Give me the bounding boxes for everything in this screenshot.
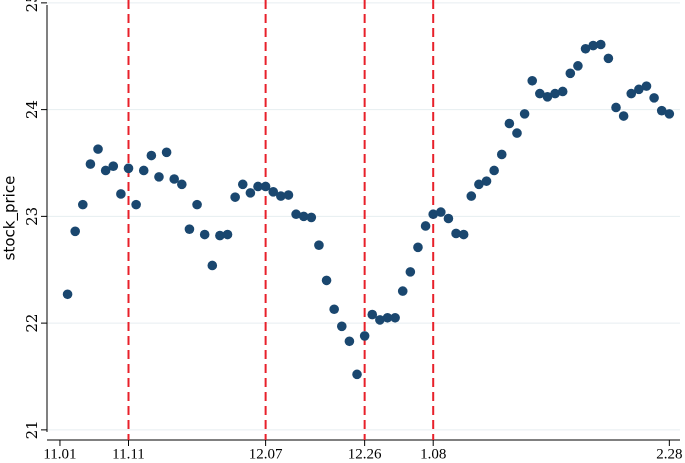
point	[634, 84, 644, 95]
point	[253, 181, 263, 192]
point	[611, 102, 621, 113]
point	[496, 149, 507, 160]
x-tick-label: 2.28	[656, 446, 682, 462]
point	[481, 176, 492, 186]
point	[595, 39, 606, 50]
point	[199, 229, 210, 240]
point	[397, 286, 408, 296]
point	[237, 179, 248, 190]
point	[314, 240, 324, 250]
point	[375, 315, 385, 325]
point	[85, 159, 96, 169]
point	[100, 165, 111, 176]
point	[649, 93, 659, 103]
point	[420, 221, 431, 231]
point	[154, 172, 164, 182]
point	[268, 187, 279, 197]
point	[443, 213, 454, 224]
x-tick-label: 1.08	[420, 446, 446, 462]
point	[70, 226, 80, 237]
point	[131, 199, 141, 210]
point	[344, 336, 355, 347]
point	[489, 165, 499, 176]
point	[283, 190, 294, 200]
point	[527, 75, 538, 86]
point	[207, 260, 218, 271]
y-tick-label: 22	[23, 314, 41, 333]
point	[169, 174, 180, 184]
point	[580, 43, 591, 54]
point	[542, 92, 553, 102]
point	[146, 150, 157, 161]
point	[390, 312, 400, 323]
point	[641, 81, 652, 91]
point	[276, 191, 286, 201]
point	[93, 144, 103, 154]
point	[458, 229, 469, 240]
x-tick-label: 11.01	[43, 446, 76, 462]
point	[321, 275, 332, 286]
y-tick-label: 23	[23, 207, 41, 226]
point	[245, 188, 256, 198]
point	[557, 86, 568, 97]
point	[504, 118, 515, 129]
point	[123, 163, 134, 174]
point	[306, 212, 317, 223]
y-tick-label: 24	[23, 100, 41, 119]
point	[62, 289, 73, 300]
point	[215, 230, 225, 241]
y-axis-label: stock_price	[1, 176, 20, 261]
point	[116, 189, 126, 199]
x-tick-label: 12.26	[348, 446, 382, 462]
point	[535, 88, 545, 99]
point	[329, 304, 339, 315]
point	[382, 312, 393, 323]
point	[108, 161, 119, 171]
point	[359, 331, 370, 341]
point	[436, 207, 446, 217]
point	[336, 321, 347, 332]
point	[367, 309, 378, 320]
point	[603, 53, 614, 64]
x-tick-label: 12.07	[249, 446, 283, 462]
point	[519, 109, 530, 119]
point	[230, 192, 240, 202]
point	[626, 88, 637, 99]
point	[352, 369, 362, 380]
point	[565, 68, 576, 79]
point	[573, 61, 583, 71]
point	[413, 242, 423, 253]
point	[428, 209, 438, 220]
point	[291, 209, 301, 220]
point	[664, 109, 675, 119]
point	[298, 211, 309, 222]
point	[192, 199, 202, 210]
point	[177, 179, 187, 190]
point	[618, 111, 629, 121]
point	[588, 40, 598, 51]
point	[260, 181, 271, 192]
x-tick-label: 11.11	[112, 446, 145, 462]
y-tick-label: 21	[23, 420, 41, 439]
point	[656, 105, 667, 116]
point	[138, 165, 149, 176]
y-tick-label: 25	[23, 0, 41, 12]
point	[184, 224, 195, 234]
point	[550, 88, 560, 99]
point	[161, 147, 172, 158]
point	[474, 179, 484, 190]
point	[451, 228, 461, 239]
point	[78, 199, 88, 210]
point	[405, 267, 416, 277]
point	[222, 229, 233, 240]
point	[512, 128, 522, 138]
point	[466, 191, 477, 201]
